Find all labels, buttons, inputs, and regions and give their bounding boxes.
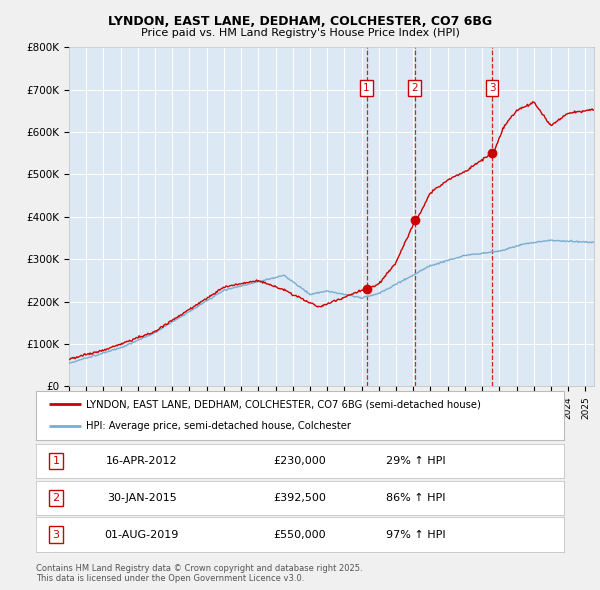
Text: Price paid vs. HM Land Registry's House Price Index (HPI): Price paid vs. HM Land Registry's House … <box>140 28 460 38</box>
Text: 3: 3 <box>53 530 59 539</box>
Text: 97% ↑ HPI: 97% ↑ HPI <box>386 530 446 539</box>
Text: £230,000: £230,000 <box>274 457 326 466</box>
Text: 16-APR-2012: 16-APR-2012 <box>106 457 178 466</box>
Text: HPI: Average price, semi-detached house, Colchester: HPI: Average price, semi-detached house,… <box>86 421 351 431</box>
Text: 01-AUG-2019: 01-AUG-2019 <box>104 530 179 539</box>
Text: 29% ↑ HPI: 29% ↑ HPI <box>386 457 446 466</box>
Text: £392,500: £392,500 <box>274 493 326 503</box>
Text: 3: 3 <box>489 83 496 93</box>
Text: LYNDON, EAST LANE, DEDHAM, COLCHESTER, CO7 6BG (semi-detached house): LYNDON, EAST LANE, DEDHAM, COLCHESTER, C… <box>86 399 481 409</box>
Text: 2: 2 <box>412 83 418 93</box>
Text: 86% ↑ HPI: 86% ↑ HPI <box>386 493 446 503</box>
Text: 1: 1 <box>53 457 59 466</box>
Text: 2: 2 <box>53 493 59 503</box>
Text: 30-JAN-2015: 30-JAN-2015 <box>107 493 176 503</box>
Text: LYNDON, EAST LANE, DEDHAM, COLCHESTER, CO7 6BG: LYNDON, EAST LANE, DEDHAM, COLCHESTER, C… <box>108 15 492 28</box>
Text: Contains HM Land Registry data © Crown copyright and database right 2025.
This d: Contains HM Land Registry data © Crown c… <box>36 563 362 583</box>
Text: £550,000: £550,000 <box>274 530 326 539</box>
Text: 1: 1 <box>364 83 370 93</box>
